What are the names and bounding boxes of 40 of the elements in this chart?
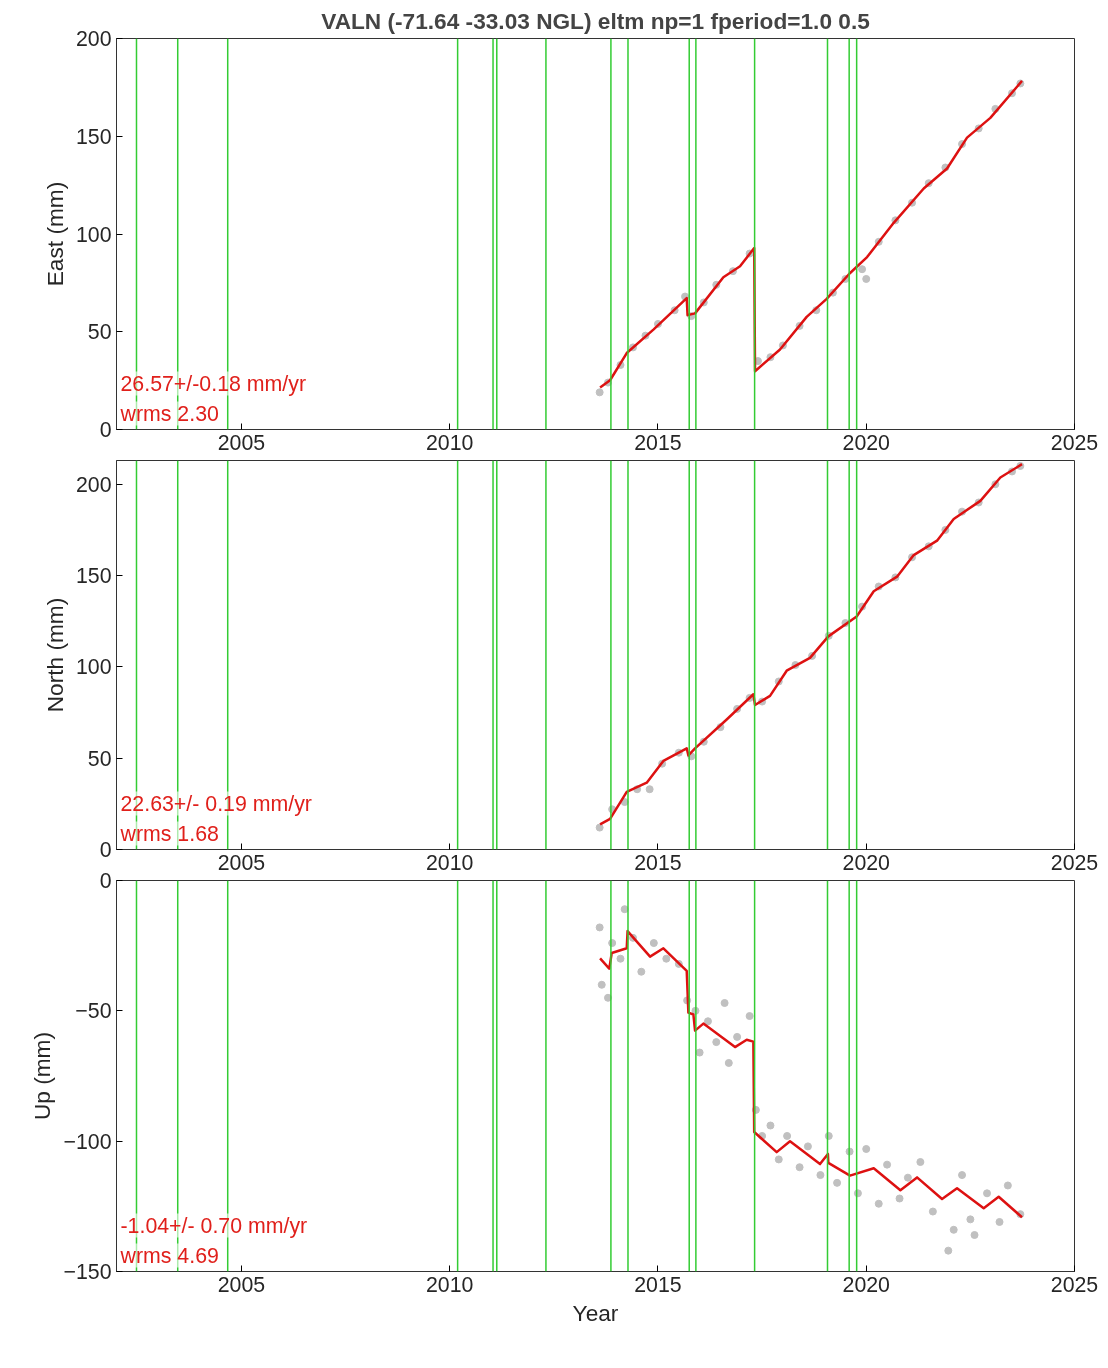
x-tick-label: 2010 xyxy=(425,1272,474,1297)
y-tick-label: 0 xyxy=(99,418,112,442)
x-tick-label: 2015 xyxy=(634,1272,682,1297)
y-tick-label: −100 xyxy=(63,1129,112,1154)
chart-title: VALN (-71.64 -33.03 NGL) eltm np=1 fperiod=1.0 0.5 xyxy=(321,7,870,34)
y-tick-label: 150 xyxy=(75,564,112,589)
x-tick-label: 2020 xyxy=(842,850,891,875)
y-tick-label: 0 xyxy=(99,869,112,893)
x-tick-label: 2015 xyxy=(634,850,682,875)
y-tick-label: 200 xyxy=(75,472,112,497)
x-tick-label: 2005 xyxy=(217,1272,266,1297)
annotation: 22.63+/- 0.19 mm/yr xyxy=(120,791,312,816)
y-tick-label: 150 xyxy=(75,124,112,149)
y-axis-title: East (mm) xyxy=(41,181,68,287)
y-tick-label: −50 xyxy=(75,999,112,1024)
y-tick-label: 50 xyxy=(87,320,112,345)
y-tick-label: −150 xyxy=(63,1260,112,1284)
x-tick-label: 2025 xyxy=(1050,1272,1099,1297)
y-tick-label: 100 xyxy=(75,655,112,680)
x-tick-label: 2010 xyxy=(425,430,474,455)
annotation: wrms 2.30 xyxy=(119,401,220,426)
annotation: wrms 1.68 xyxy=(119,821,219,846)
y-tick-label: 100 xyxy=(75,222,112,247)
annotation: 26.57+/-0.18 mm/yr xyxy=(120,371,307,396)
x-tick-label: 2020 xyxy=(842,430,891,455)
annotation: -1.04+/- 0.70 mm/yr xyxy=(120,1213,308,1238)
y-axis-title: North (mm) xyxy=(41,597,68,713)
x-tick-label: 2015 xyxy=(634,430,682,455)
x-tick-label: 2010 xyxy=(425,850,474,875)
annotation: wrms 4.69 xyxy=(119,1243,219,1268)
x-tick-label: 2020 xyxy=(842,1272,891,1297)
x-tick-label: 2005 xyxy=(217,430,266,455)
x-tick-label: 2025 xyxy=(1050,430,1099,455)
y-tick-label: 50 xyxy=(87,746,112,771)
y-tick-label: 0 xyxy=(99,838,112,862)
x-tick-label: 2025 xyxy=(1050,850,1099,875)
x-tick-label: 2005 xyxy=(217,850,266,875)
x-axis-title: Year xyxy=(572,1299,619,1326)
y-axis-title: Up (mm) xyxy=(29,1031,56,1121)
y-tick-label: 200 xyxy=(75,27,112,51)
